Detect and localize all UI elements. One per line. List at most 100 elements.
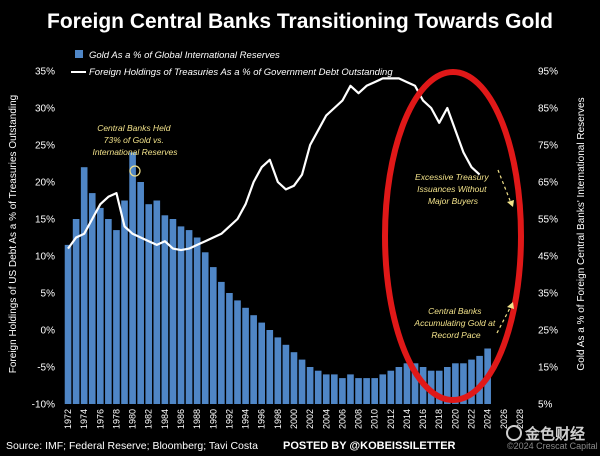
annotation-peak: Central Banks Held 73% of Gold vs. Inter… xyxy=(92,123,178,157)
gold-bar xyxy=(121,200,128,404)
legend-line-label: Foreign Holdings of Treasuries As a % of… xyxy=(89,67,393,78)
gold-bar xyxy=(169,219,177,404)
gold-bar xyxy=(88,193,96,404)
x-tick-label: 2010 xyxy=(370,409,380,429)
gold-bar xyxy=(468,359,475,404)
copyright: ©2024 Crescat Capital LLC xyxy=(507,441,600,451)
left-axis-ticks: -10% -5% 0% 5% 10% 15% 20% 25% 30% 35% xyxy=(32,67,55,411)
legend-bar-swatch xyxy=(75,50,83,58)
x-tick-label: 2018 xyxy=(434,409,444,429)
gold-bar xyxy=(193,237,201,404)
bar-series xyxy=(64,152,491,404)
gold-bar xyxy=(153,200,161,404)
annotation-peak-line-1: Central Banks Held xyxy=(97,123,171,133)
gold-bar xyxy=(258,322,266,404)
x-tick-label: 1986 xyxy=(176,409,186,429)
posted-by: POSTED BY @KOBEISSILETTER xyxy=(283,440,456,452)
gold-bar xyxy=(306,367,314,404)
gold-bar xyxy=(371,378,378,404)
gold-bar xyxy=(298,359,306,404)
peak-marker xyxy=(129,165,141,177)
x-tick-label: 2006 xyxy=(337,409,347,429)
gold-bar xyxy=(218,281,225,404)
x-tick-label: 2004 xyxy=(321,409,331,429)
x-tick-label: 2020 xyxy=(450,409,460,429)
x-tick-label: 1984 xyxy=(160,409,170,429)
annotation-treasury-line-1: Excessive Treasury xyxy=(415,172,489,182)
watermark-logo-text: 金色财经 xyxy=(524,425,585,443)
gold-bar xyxy=(460,363,467,404)
right-axis-ticks: 5% 15% 25% 35% 45% 55% 65% 75% 85% 95% xyxy=(538,67,558,411)
annotation-treasury-line-2: Issuances Without xyxy=(417,184,487,194)
annotation-peak-line-2: 73% of Gold vs. xyxy=(104,135,164,145)
x-tick-label: 1998 xyxy=(273,409,283,429)
left-tick-label: 35% xyxy=(35,67,55,78)
gold-bar xyxy=(113,230,120,404)
right-tick-label: 35% xyxy=(538,289,558,300)
x-tick-label: 1982 xyxy=(144,409,154,429)
gold-bar xyxy=(274,337,282,404)
watermark-logo: 金色财经 xyxy=(506,425,585,443)
gold-bar xyxy=(444,367,451,404)
annotation-treasury-line-3: Major Buyers xyxy=(428,196,479,206)
gold-bar xyxy=(355,378,362,404)
annotation-treasury: Excessive Treasury Issuances Without Maj… xyxy=(415,172,491,206)
watermark-logo-icon xyxy=(506,425,522,441)
x-tick-label: 2002 xyxy=(305,409,315,429)
right-tick-label: 15% xyxy=(538,363,558,374)
treasury-line xyxy=(67,77,481,252)
gold-bar xyxy=(363,378,370,404)
x-tick-label: 1976 xyxy=(95,409,105,429)
gold-bar xyxy=(331,374,338,404)
annotation-gold-line-2: Accumulating Gold at xyxy=(413,318,495,328)
left-tick-label: 20% xyxy=(35,178,55,189)
gold-bar xyxy=(379,374,387,404)
right-tick-label: 75% xyxy=(538,141,558,152)
gold-bar xyxy=(226,293,233,404)
annotation-peak-line-3: International Reserves xyxy=(92,147,178,157)
x-tick-label: 2026 xyxy=(499,409,509,429)
right-tick-label: 65% xyxy=(538,178,558,189)
gold-bar xyxy=(242,307,249,404)
gold-bar xyxy=(476,355,483,404)
x-tick-label: 1974 xyxy=(79,409,89,429)
x-tick-label: 1990 xyxy=(208,409,218,429)
gold-bar xyxy=(427,370,435,404)
right-tick-label: 45% xyxy=(538,252,558,263)
x-tick-label: 1996 xyxy=(257,409,267,429)
right-tick-label: 5% xyxy=(538,400,553,411)
x-tick-label: 1988 xyxy=(192,409,202,429)
highlight-ellipse xyxy=(382,69,524,403)
gold-bar xyxy=(80,167,88,404)
gold-bar xyxy=(266,330,274,404)
gold-bar xyxy=(347,374,354,404)
left-tick-label: 5% xyxy=(41,289,56,300)
gold-bar xyxy=(64,244,72,404)
gold-bar xyxy=(282,344,290,404)
left-tick-label: -10% xyxy=(32,400,55,411)
gold-bar xyxy=(201,252,209,404)
left-axis-title: Foreign Holdings of US Debt As a % of Tr… xyxy=(8,95,19,373)
arrow-down-head xyxy=(507,200,514,207)
left-tick-label: 0% xyxy=(41,326,56,337)
gold-bar xyxy=(145,204,153,404)
left-tick-label: 15% xyxy=(35,215,55,226)
arrow-up xyxy=(496,305,512,334)
right-tick-label: 25% xyxy=(538,326,558,337)
source-note: Source: IMF; Federal Reserve; Bloomberg;… xyxy=(6,440,258,452)
arrow-up-head xyxy=(507,302,514,309)
x-tick-label: 1992 xyxy=(224,409,234,429)
gold-bar xyxy=(177,226,185,404)
gold-bar xyxy=(387,370,395,404)
gold-bar xyxy=(250,315,257,404)
legend: Gold As a % of Global International Rese… xyxy=(71,50,393,78)
gold-bar xyxy=(97,207,104,404)
x-axis-ticks: 1972 1974 1976 1978 1980 1982 1984 1986 1988 1990… xyxy=(63,409,525,429)
gold-bar xyxy=(185,230,193,404)
gold-bar xyxy=(314,370,322,404)
gold-bar xyxy=(290,352,298,404)
annotation-gold-line-3: Record Pace xyxy=(431,330,480,340)
legend-bar-label: Gold As a % of Global International Rese… xyxy=(89,50,280,61)
x-tick-label: 2016 xyxy=(418,409,428,429)
